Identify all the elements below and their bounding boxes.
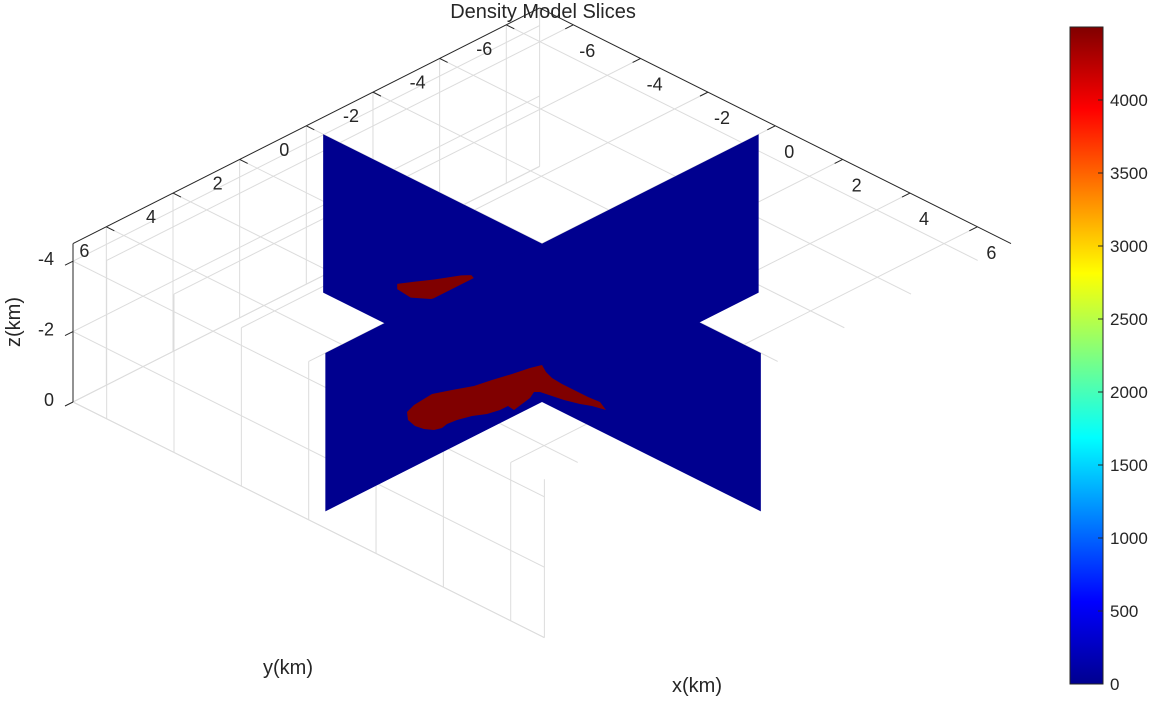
slice-x0-front-half	[542, 134, 759, 402]
colorbar: 0 500 1000 1500 2000 2500 3000 3500 4000	[1069, 26, 1148, 694]
colorbar-tick-label-8: 4000	[1110, 91, 1148, 110]
z-tick-mark-2	[64, 401, 74, 407]
y-tick-label-3: 0	[279, 140, 289, 160]
z-tick-mark-1	[64, 331, 74, 337]
x-tick-label-0: -6	[579, 41, 595, 61]
y-tick-mark-0	[506, 24, 515, 30]
x-tick-mark-6	[969, 226, 978, 232]
floor-gridline-y-0	[506, 24, 978, 261]
y-tick-label-6: 6	[79, 241, 89, 261]
colorbar-tick-label-5: 2500	[1110, 310, 1148, 329]
x-tick-label-2: -2	[714, 108, 730, 128]
colorbar-tick-label-0: 0	[1110, 675, 1119, 694]
z-tick-label-0: -4	[38, 249, 54, 269]
x-tick-label-4: 2	[852, 175, 862, 195]
x-tick-label-1: -4	[647, 74, 663, 94]
floor-gridline-y-2	[372, 91, 845, 329]
x-tick-mark-2	[699, 91, 709, 97]
y-tick-label-1: -4	[410, 72, 426, 92]
box-edge-2	[72, 401, 545, 639]
slices	[323, 134, 761, 512]
colorbar-tick-label-4: 2000	[1110, 383, 1148, 402]
colorbar-tick-label-2: 1000	[1110, 529, 1148, 548]
colorbar-tick-label-1: 500	[1110, 602, 1138, 621]
left-wall-gridline-z-1	[72, 95, 540, 333]
x-tick-mark-5	[901, 192, 911, 198]
tick-labels: -6 -4 -2 0 2 4 6 -6 -4 -2 0 2 4 6 -4 -2 0	[38, 24, 996, 410]
y-axis-label: y(km)	[263, 657, 313, 679]
x-tick-mark-4	[834, 159, 843, 164]
y-tick-mark-1	[439, 58, 448, 63]
anomaly-center	[407, 365, 606, 430]
slice-x0-back-half	[325, 243, 542, 512]
colorbar-ticks: 0 500 1000 1500 2000 2500 3000 3500 4000	[1098, 91, 1148, 694]
y-tick-mark-2	[372, 91, 382, 97]
colorbar-gradient	[1069, 26, 1104, 685]
colorbar-tick-label-3: 1500	[1110, 456, 1148, 475]
left-wall-gridline-z-0	[72, 25, 540, 262]
y-tick-label-2: -2	[343, 106, 359, 126]
floor-gridline-y-1	[439, 58, 912, 295]
x-tick-label-3: 0	[784, 142, 794, 162]
right-wall-gridline-z-0	[72, 260, 545, 498]
colorbar-tick-label-7: 3500	[1110, 164, 1148, 183]
z-tick-mark-0	[64, 260, 74, 266]
y-tick-mark-3	[306, 125, 315, 131]
y-tick-mark-6	[106, 226, 115, 232]
x-tick-label-6: 6	[986, 243, 996, 263]
colorbar-tick-label-6: 3000	[1110, 237, 1148, 256]
y-tick-mark-5	[172, 192, 182, 198]
z-tick-label-1: -2	[38, 320, 54, 340]
y-tick-label-4: 2	[213, 173, 223, 193]
x-tick-mark-3	[767, 125, 776, 131]
z-tick-label-2: 0	[44, 390, 54, 410]
x-axis-label: x(km)	[672, 675, 722, 697]
x-tick-mark-0	[565, 24, 574, 30]
y-tick-label-0: -6	[476, 39, 492, 59]
y-tick-label-5: 4	[146, 207, 156, 227]
z-axis-label: z(km)	[3, 297, 25, 347]
right-wall-gridline-z-1	[72, 331, 545, 568]
y-tick-mark-4	[239, 159, 248, 164]
chart-title: Density Model Slices	[450, 1, 636, 23]
x-tick-label-5: 4	[919, 209, 929, 229]
x-tick-mark-1	[632, 58, 641, 63]
